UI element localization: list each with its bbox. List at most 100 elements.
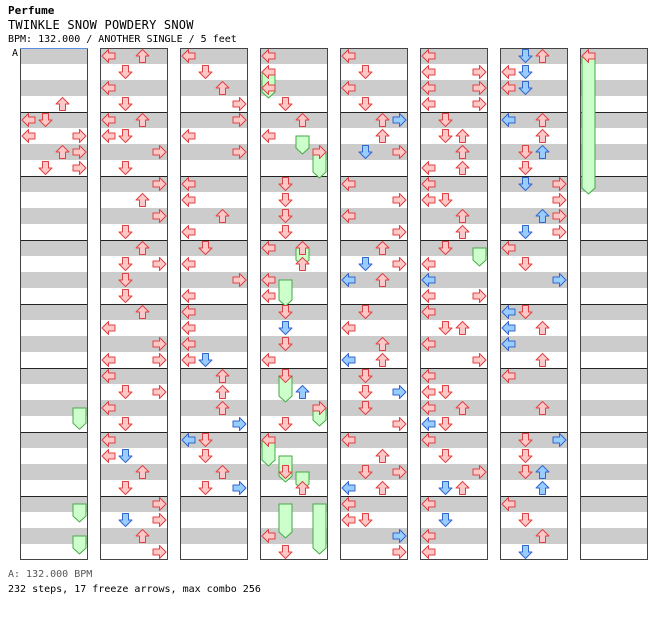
down-arrow-note — [118, 449, 133, 463]
beat-stripe — [100, 464, 168, 480]
left-arrow-note — [421, 305, 436, 319]
up-arrow-note — [215, 385, 230, 399]
right-arrow-note — [152, 545, 167, 559]
beat-stripe — [100, 400, 168, 416]
down-arrow-note — [278, 465, 293, 479]
beat-stripe — [180, 144, 248, 160]
column-border — [260, 48, 328, 560]
beat-stripe — [500, 528, 568, 544]
down-arrow-note — [198, 449, 213, 463]
beat-stripe — [500, 48, 568, 64]
right-arrow-note — [392, 193, 407, 207]
column-border — [180, 48, 248, 560]
up-arrow-note — [375, 481, 390, 495]
beat-stripe — [180, 208, 248, 224]
left-arrow-note — [421, 257, 436, 271]
left-arrow-note — [261, 65, 276, 79]
left-arrow-note — [181, 129, 196, 143]
down-arrow-note — [358, 145, 373, 159]
down-arrow-note — [118, 129, 133, 143]
left-arrow-note — [501, 369, 516, 383]
freeze-arrow — [278, 503, 293, 539]
beat-stripe — [260, 400, 328, 416]
beat-stripe — [420, 144, 488, 160]
down-arrow-note — [198, 353, 213, 367]
right-arrow-note — [232, 481, 247, 495]
up-arrow-note — [375, 129, 390, 143]
beat-stripe — [340, 272, 408, 288]
freeze-arrow — [295, 135, 310, 155]
left-arrow-note — [261, 433, 276, 447]
beat-stripe — [100, 208, 168, 224]
beat-stripe — [500, 336, 568, 352]
right-arrow-note — [472, 97, 487, 111]
left-arrow-note — [181, 193, 196, 207]
beat-stripe — [260, 208, 328, 224]
beat-stripe — [500, 240, 568, 256]
left-arrow-note — [21, 129, 36, 143]
left-arrow-note — [421, 81, 436, 95]
down-arrow-note — [118, 481, 133, 495]
down-arrow-note — [438, 449, 453, 463]
beat-stripe — [100, 80, 168, 96]
left-arrow-note — [421, 529, 436, 543]
up-arrow-note — [135, 193, 150, 207]
right-arrow-note — [392, 545, 407, 559]
right-arrow-note — [72, 145, 87, 159]
right-arrow-note — [392, 417, 407, 431]
beat-stripe — [180, 496, 248, 512]
left-arrow-note — [341, 273, 356, 287]
beat-stripe — [100, 336, 168, 352]
left-arrow-note — [501, 241, 516, 255]
beat-stripe — [420, 432, 488, 448]
up-arrow-note — [535, 529, 550, 543]
left-arrow-note — [181, 225, 196, 239]
up-arrow-note — [295, 113, 310, 127]
beat-stripe — [260, 528, 328, 544]
left-arrow-note — [101, 369, 116, 383]
down-arrow-note — [278, 225, 293, 239]
column-border — [420, 48, 488, 560]
left-arrow-note — [341, 81, 356, 95]
beat-stripe — [100, 112, 168, 128]
beat-stripe — [340, 464, 408, 480]
up-arrow-note — [55, 145, 70, 159]
freeze-arrow — [312, 503, 327, 555]
beat-stripe — [20, 336, 88, 352]
beat-stripe — [100, 48, 168, 64]
up-arrow-note — [535, 321, 550, 335]
beat-stripe — [340, 496, 408, 512]
beat-stripe — [500, 176, 568, 192]
left-arrow-note — [421, 193, 436, 207]
beat-stripe — [260, 304, 328, 320]
left-arrow-note — [421, 97, 436, 111]
beat-stripe — [20, 400, 88, 416]
down-arrow-note — [118, 97, 133, 111]
down-arrow-note — [438, 321, 453, 335]
beat-stripe — [260, 464, 328, 480]
beat-stripe — [180, 336, 248, 352]
beat-stripe — [580, 240, 648, 256]
up-arrow-note — [375, 449, 390, 463]
beat-stripe — [20, 368, 88, 384]
song-title: TWINKLE SNOW POWDERY SNOW — [8, 18, 194, 32]
down-arrow-note — [118, 513, 133, 527]
down-arrow-note — [518, 513, 533, 527]
up-arrow-note — [135, 529, 150, 543]
right-arrow-note — [232, 273, 247, 287]
beat-stripe — [100, 368, 168, 384]
left-arrow-note — [421, 417, 436, 431]
right-arrow-note — [152, 145, 167, 159]
right-arrow-note — [152, 257, 167, 271]
up-arrow-note — [215, 209, 230, 223]
down-arrow-note — [198, 433, 213, 447]
beat-stripe — [420, 496, 488, 512]
down-arrow-note — [278, 417, 293, 431]
left-arrow-note — [341, 177, 356, 191]
left-arrow-note — [341, 321, 356, 335]
beat-stripe — [580, 464, 648, 480]
freeze-arrow — [72, 503, 87, 523]
up-arrow-note — [55, 97, 70, 111]
right-arrow-note — [472, 289, 487, 303]
down-arrow-note — [518, 81, 533, 95]
